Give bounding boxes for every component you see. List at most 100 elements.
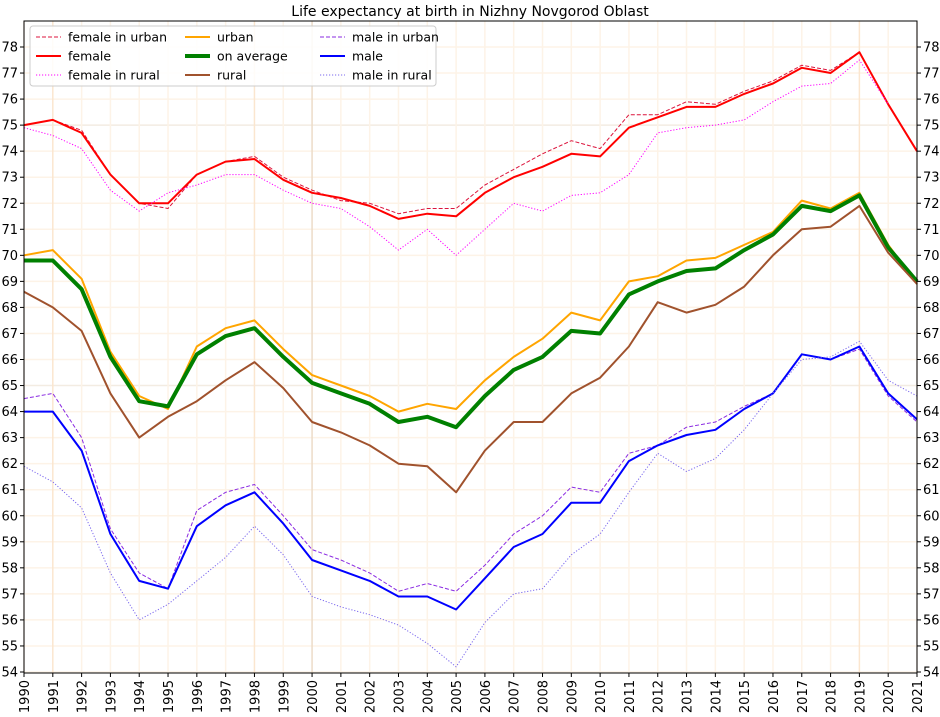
series-line-female-in-rural <box>23 59 889 256</box>
x-tick-label: 2007 <box>508 680 523 713</box>
legend-label: female in urban <box>68 30 167 45</box>
y-tick-label-left: 75 <box>1 119 18 134</box>
y-tick-label-right: 57 <box>923 587 940 602</box>
x-tick-label: 2013 <box>681 680 696 713</box>
series-line-female-in-urban <box>23 51 889 215</box>
legend-label: male <box>352 49 383 64</box>
y-tick-label-left: 65 <box>1 379 18 394</box>
legend-label: female <box>68 49 111 64</box>
x-tick-label: 2003 <box>392 680 407 713</box>
y-tick-label-right: 72 <box>923 197 940 212</box>
x-tick-label: 2021 <box>911 680 926 713</box>
y-tick-label-left: 70 <box>1 249 18 264</box>
series-line-on-average <box>24 193 919 430</box>
x-tick-label: 1999 <box>277 680 292 713</box>
legend-label: urban <box>217 30 254 45</box>
x-tick-label: 1998 <box>248 680 263 713</box>
y-tick-label-right: 62 <box>923 457 940 472</box>
y-tick-label-left: 71 <box>1 223 18 238</box>
series-line-rural <box>23 204 918 494</box>
x-tick-label: 1992 <box>76 680 91 713</box>
y-tick-label-right: 74 <box>923 145 940 160</box>
y-tick-label-right: 75 <box>923 119 940 134</box>
y-tick-label-left: 66 <box>1 353 18 368</box>
y-tick-label-left: 61 <box>1 483 18 498</box>
x-tick-label: 2017 <box>796 680 811 713</box>
x-tick-label: 1991 <box>47 680 62 713</box>
x-tick-label: 1993 <box>104 680 119 713</box>
x-tick-label: 1997 <box>220 680 235 713</box>
y-tick-label-right: 66 <box>923 353 940 368</box>
y-tick-label-left: 76 <box>1 93 18 108</box>
y-tick-label-right: 58 <box>923 561 940 576</box>
axes: 54 54 55 55 56 56 57 57 58 58 59 59 60 60 61 61 62 62 63 63… <box>1 20 940 713</box>
y-tick-label-left: 56 <box>1 613 18 628</box>
legend-box <box>29 25 437 87</box>
grid <box>23 21 918 673</box>
y-tick-label-left: 69 <box>1 275 18 290</box>
y-tick-label-left: 72 <box>1 197 18 212</box>
y-tick-label-left: 62 <box>1 457 18 472</box>
x-tick-label: 2012 <box>652 680 667 713</box>
y-tick-label-left: 74 <box>1 145 18 160</box>
x-tick-label: 2000 <box>306 680 321 713</box>
x-tick-label: 2015 <box>738 680 753 713</box>
x-tick-label: 2001 <box>335 680 350 713</box>
y-tick-label-right: 61 <box>923 483 940 498</box>
plot-frame <box>23 20 918 674</box>
x-tick-label: 2008 <box>537 680 552 713</box>
y-tick-label-right: 68 <box>923 301 940 316</box>
y-tick-label-left: 68 <box>1 301 18 316</box>
y-tick-label-right: 63 <box>923 431 940 446</box>
y-tick-label-right: 55 <box>923 639 940 654</box>
x-tick-label: 2006 <box>479 680 494 713</box>
y-tick-label-right: 73 <box>923 171 940 186</box>
x-tick-label: 2011 <box>623 680 638 713</box>
series-line-male-in-rural <box>23 340 918 668</box>
x-tick-label: 2005 <box>450 680 465 713</box>
y-tick-label-right: 64 <box>923 405 940 420</box>
legend-label: on average <box>217 49 288 64</box>
chart-title: Life expectancy at birth in Nizhny Novgo… <box>291 4 649 20</box>
legend: female in urban female female in rural urba… <box>29 25 439 87</box>
x-tick-label: 1995 <box>162 680 177 713</box>
y-tick-label-left: 55 <box>1 639 18 654</box>
series-layer <box>23 51 919 668</box>
x-tick-label: 2018 <box>825 680 840 713</box>
y-tick-label-right: 76 <box>923 93 940 108</box>
y-tick-label-left: 77 <box>1 67 18 82</box>
y-tick-label-left: 58 <box>1 561 18 576</box>
y-tick-label-left: 73 <box>1 171 18 186</box>
y-tick-label-left: 57 <box>1 587 18 602</box>
y-tick-label-left: 60 <box>1 509 18 524</box>
legend-label: male in urban <box>352 30 439 45</box>
legend-label: female in rural <box>68 68 160 83</box>
y-tick-label-right: 60 <box>923 509 940 524</box>
x-tick-label: 2016 <box>767 680 782 713</box>
y-tick-label-right: 59 <box>923 535 940 550</box>
x-tick-label: 1994 <box>133 680 148 713</box>
y-tick-label-left: 63 <box>1 431 18 446</box>
y-tick-label-right: 67 <box>923 327 940 342</box>
x-tick-label: 2002 <box>364 680 379 713</box>
x-tick-label: 1996 <box>191 680 206 713</box>
y-tick-label-right: 65 <box>923 379 940 394</box>
x-tick-label: 2009 <box>565 680 580 713</box>
x-tick-label: 2014 <box>709 680 724 713</box>
x-tick-label: 2020 <box>882 680 897 713</box>
legend-label: rural <box>217 68 246 83</box>
x-tick-label: 1990 <box>18 680 33 713</box>
series-line-female <box>23 51 918 220</box>
series-line-male <box>24 345 918 611</box>
y-tick-label-right: 69 <box>923 275 940 290</box>
x-tick-label: 2019 <box>853 680 868 713</box>
y-tick-label-left: 59 <box>1 535 18 550</box>
y-tick-label-right: 71 <box>923 223 940 238</box>
y-tick-label-right: 70 <box>923 249 940 264</box>
y-tick-label-right: 54 <box>923 666 940 681</box>
x-tick-label: 2004 <box>421 680 436 713</box>
y-tick-label-right: 56 <box>923 613 940 628</box>
x-tick-label: 2010 <box>594 680 609 713</box>
y-tick-label-left: 67 <box>1 327 18 342</box>
